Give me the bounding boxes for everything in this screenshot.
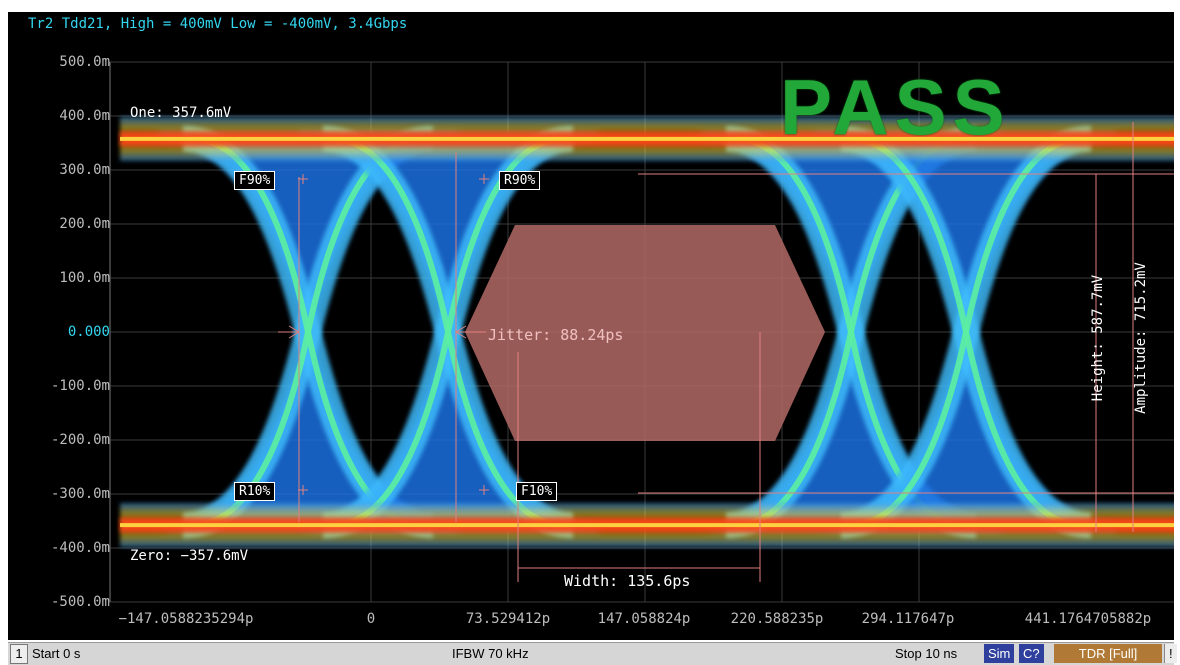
- pass-indicator: PASS: [780, 63, 1011, 151]
- jitter-label: Jitter: 88.24ps: [488, 326, 624, 344]
- y-tick-label: -300.0m: [50, 486, 110, 502]
- y-tick-label: 500.0m: [59, 54, 110, 70]
- y-tick-label: -100.0m: [50, 378, 110, 394]
- sim-indicator[interactable]: Sim: [984, 644, 1015, 663]
- eye-crossing: [298, 125, 598, 539]
- x-tick-label: 147.058824p: [597, 611, 691, 627]
- y-tick-label: -400.0m: [50, 540, 110, 556]
- y-tick-label: 300.0m: [59, 162, 110, 178]
- tdr-mode-indicator[interactable]: TDR [Full]: [1054, 644, 1162, 663]
- y-tick-label: 400.0m: [59, 108, 110, 124]
- eye-mask: [465, 225, 825, 441]
- width-label: Width: 135.6ps: [564, 572, 691, 590]
- eye-diagram-plot: [109, 61, 1174, 603]
- y-tick-label: 200.0m: [59, 216, 110, 232]
- amplitude-label: Amplitude: 715.2mV: [1133, 262, 1149, 414]
- y-tick-label: -500.0m: [50, 594, 110, 610]
- measurement-lines: [278, 122, 1174, 582]
- zero-level-label: Zero: −357.6mV: [130, 548, 249, 564]
- x-tick-label: 73.529412p: [465, 611, 551, 627]
- x-tick-label: 294.117647p: [861, 611, 955, 627]
- f90-marker-tag: F90%: [234, 171, 276, 190]
- f10-marker-tag: F10%: [516, 482, 558, 501]
- r90-marker-tag: R90%: [499, 171, 541, 190]
- one-level-rail-core: [120, 136, 1174, 141]
- level-rails: [120, 116, 1174, 548]
- sweep-stop-value[interactable]: Stop 10 ns: [895, 646, 958, 661]
- y-tick-label: -200.0m: [50, 432, 110, 448]
- one-level-label: One: 357.6mV: [130, 105, 232, 121]
- x-tick-label: 441.1764705882p: [1024, 611, 1152, 627]
- sweep-start-value[interactable]: Start 0 s: [32, 646, 81, 661]
- eye-falling-core: [332, 135, 564, 529]
- channel-number-button[interactable]: 1: [10, 644, 28, 664]
- x-tick-label: 0: [366, 611, 376, 627]
- status-bar: 1 Start 0 s IFBW 70 kHz Stop 10 ns Sim C…: [8, 642, 1177, 665]
- y-tick-label: 100.0m: [59, 270, 110, 286]
- eye-transitions: [158, 125, 1116, 539]
- eye-crossing: [816, 125, 1116, 539]
- warning-indicator[interactable]: !: [1164, 644, 1177, 663]
- zero-level-rail-core: [120, 523, 1174, 528]
- x-tick-label: −147.0588235294p: [118, 611, 254, 627]
- r10-marker-tag: R10%: [234, 482, 276, 501]
- x-tick-label: 220.588235p: [730, 611, 824, 627]
- trace-title: Tr2 Tdd21, High = 400mV Low = -400mV, 3.…: [28, 16, 408, 32]
- eye-falling-core: [850, 135, 1082, 529]
- height-label: Height: 587.7mV: [1090, 274, 1106, 402]
- eye-diagram-display[interactable]: Tr2 Tdd21, High = 400mV Low = -400mV, 3.…: [8, 12, 1174, 640]
- y-tick-label-zero: 0.000: [67, 324, 110, 340]
- calibration-indicator[interactable]: C?: [1019, 644, 1044, 663]
- ifbw-value[interactable]: IFBW 70 kHz: [452, 646, 529, 661]
